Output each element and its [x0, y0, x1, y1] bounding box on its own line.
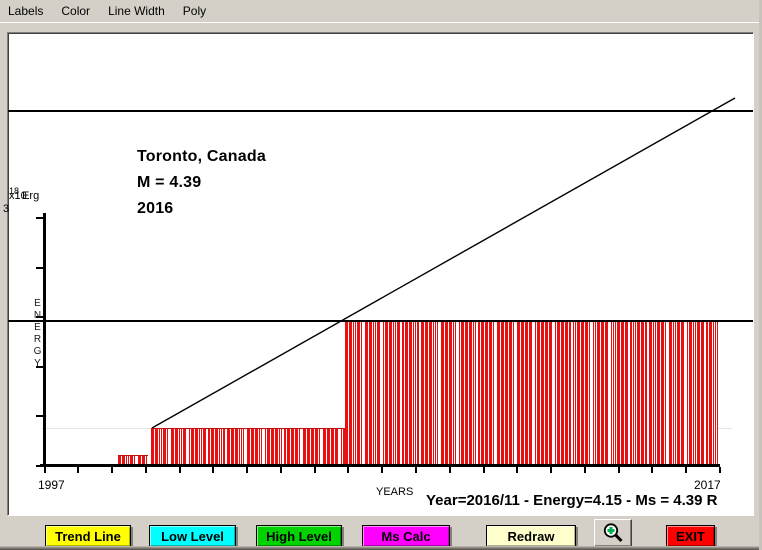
- x-tick: [43, 467, 46, 473]
- chart-panel: Toronto, Canada M = 4.39 2016 x10 18 Erg 3 …: [3, 32, 754, 516]
- ms-calc-button[interactable]: Ms Calc: [362, 525, 450, 547]
- x-axis-end-label: 2017: [694, 478, 721, 492]
- annotation-magnitude: M = 4.39: [137, 174, 202, 191]
- energy-bars-low-group: [118, 455, 148, 464]
- low-level-button[interactable]: Low Level: [149, 525, 236, 547]
- x-tick: [313, 467, 316, 473]
- magnifier-plus-icon: [603, 523, 623, 543]
- menu-labels[interactable]: Labels: [8, 3, 44, 18]
- y-tick: [36, 217, 43, 219]
- current-level-reference-line: [8, 320, 753, 322]
- x-tick: [279, 467, 282, 473]
- energy-bars-mid-group: [151, 428, 346, 464]
- y-scale-unit: Erg: [22, 190, 40, 202]
- x-tick: [685, 467, 688, 473]
- x-tick: [583, 467, 586, 473]
- menu-poly[interactable]: Poly: [182, 3, 207, 18]
- y-axis-top-tick-label: 3: [3, 203, 10, 215]
- x-tick: [617, 467, 620, 473]
- trend-line-button[interactable]: Trend Line: [45, 525, 131, 547]
- x-tick: [246, 467, 249, 473]
- y-tick: [36, 266, 43, 269]
- high-level-reference-line: [8, 110, 753, 112]
- window-right-edge: [759, 0, 762, 550]
- x-tick: [651, 467, 654, 473]
- menu-bar: Labels Color Line Width Poly: [0, 0, 762, 23]
- annotation-year: 2016: [137, 200, 174, 217]
- menu-line-width[interactable]: Line Width: [108, 3, 165, 18]
- y-axis: [43, 213, 46, 464]
- high-level-button[interactable]: High Level: [256, 525, 342, 547]
- window-bottom-edge: [0, 546, 762, 550]
- y-tick: [36, 415, 43, 418]
- x-tick: [347, 467, 350, 473]
- y-scale-prefix: x10: [9, 190, 27, 202]
- x-tick: [381, 467, 384, 473]
- x-tick: [516, 467, 519, 473]
- y-scale-exponent: 18: [9, 186, 20, 196]
- y-tick: [36, 316, 43, 319]
- y-tick: [36, 365, 43, 368]
- x-tick: [719, 467, 721, 473]
- x-tick: [415, 467, 418, 473]
- trend-line: [151, 97, 736, 429]
- x-tick: [550, 467, 553, 473]
- x-tick: [77, 467, 80, 473]
- x-axis: [40, 464, 720, 467]
- y-tick: [36, 465, 43, 467]
- x-axis-title: YEARS: [376, 486, 414, 498]
- energy-bars-high-group: [345, 320, 718, 464]
- menu-color[interactable]: Color: [61, 3, 91, 18]
- x-tick: [178, 467, 181, 473]
- x-axis-start-label: 1997: [38, 478, 65, 492]
- annotation-location: Toronto, Canada: [137, 148, 266, 165]
- x-tick: [144, 467, 147, 473]
- exit-button[interactable]: EXIT: [666, 525, 715, 547]
- x-tick: [482, 467, 485, 473]
- zoom-button[interactable]: [594, 519, 632, 547]
- y-axis-scale-label: x10 18 Erg: [9, 186, 39, 206]
- x-tick: [212, 467, 215, 473]
- x-tick: [111, 467, 114, 473]
- x-tick: [448, 467, 451, 473]
- y-axis-title: ENERGY: [33, 298, 42, 369]
- status-readout: Year=2016/11 - Energy=4.15 - Ms = 4.39 R: [426, 492, 718, 509]
- redraw-button[interactable]: Redraw: [486, 525, 576, 547]
